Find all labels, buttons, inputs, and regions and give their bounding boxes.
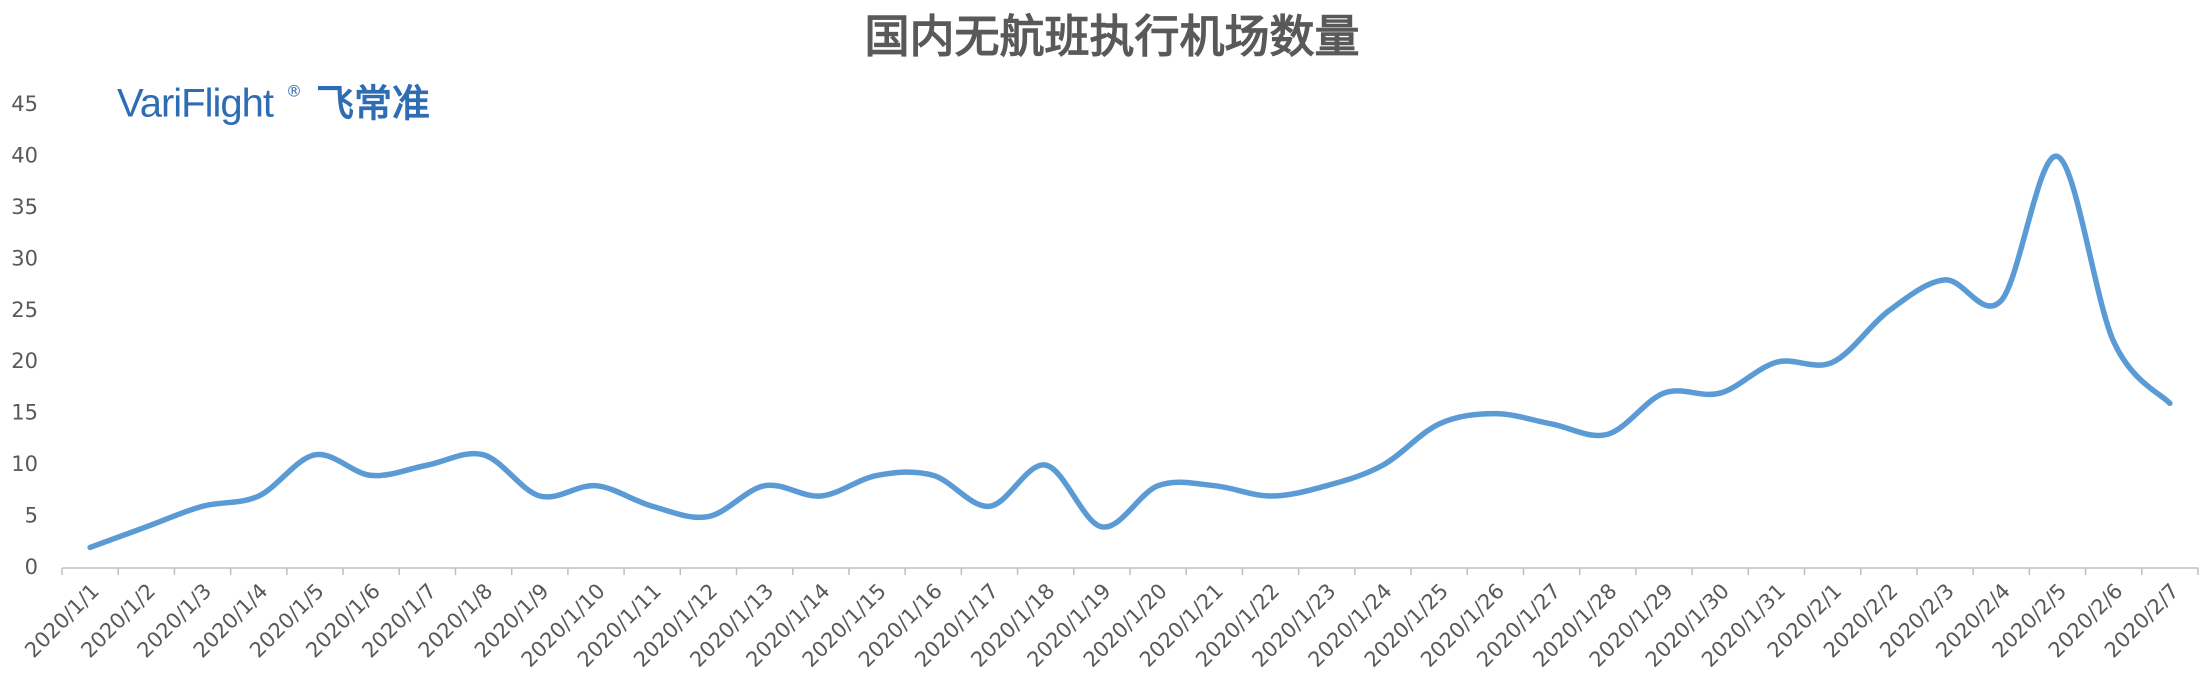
y-tick-label: 35 [11,195,38,219]
logo-chinese: 飞常准 [316,82,430,126]
y-tick-label: 5 [25,504,38,528]
logo-mark: ® [286,82,302,101]
y-tick-label: 20 [11,349,38,373]
logo-brand: VariFlight [117,82,274,126]
y-tick-label: 30 [11,246,38,270]
y-tick-label: 10 [11,452,38,476]
chart-title: 国内无航班执行机场数量 [864,10,1359,63]
y-tick-label: 25 [11,298,38,322]
logo: VariFlight ® 飞常准 [117,82,430,126]
y-tick-label: 45 [11,92,38,116]
y-tick-label: 40 [11,143,38,167]
y-tick-label: 15 [11,401,38,425]
data-line [87,153,2173,551]
y-tick-label: 0 [25,555,38,579]
